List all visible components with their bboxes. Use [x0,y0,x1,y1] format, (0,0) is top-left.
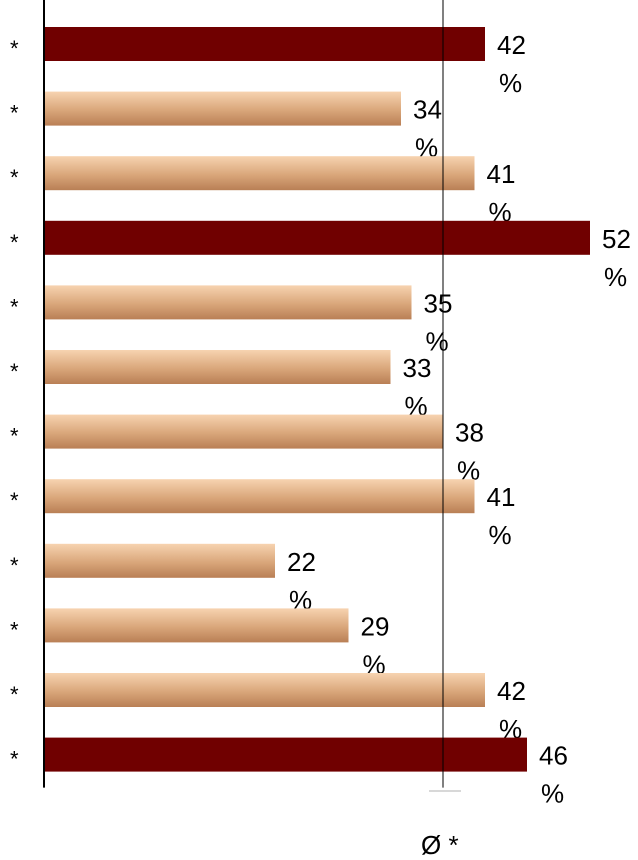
value-label: 22 [287,547,316,577]
bar [44,285,412,320]
value-suffix-label: % [541,779,564,809]
value-label: 42 [497,30,526,60]
value-suffix-label: % [457,456,480,486]
bar [44,91,401,126]
value-label: 52 [602,224,631,254]
category-label: * [10,747,19,772]
category-label: * [10,617,19,642]
value-suffix-label: % [604,262,627,292]
category-label: * [10,553,19,578]
category-label: * [10,36,19,61]
category-label: * [10,294,19,319]
bars-group: * 42% * 34% * 41% * 52% * 35% * 33% * 38% * 41% * 22% * 29%… [10,27,631,809]
value-label: 29 [361,611,390,641]
bar [44,220,590,255]
category-label: * [10,682,19,707]
bar [44,156,475,191]
bar [44,737,527,772]
category-label: * [10,359,19,384]
bar [44,608,349,643]
bar [44,479,475,514]
value-label: 42 [497,676,526,706]
bar [44,27,485,61]
value-label: 35 [424,288,453,318]
average-label: Ø * [421,830,459,860]
value-label: 46 [539,741,568,771]
value-suffix-label: % [426,326,449,356]
value-suffix-label: % [405,391,428,421]
category-label: * [10,101,19,126]
bar [44,673,485,707]
value-label: 41 [487,159,516,189]
value-label: 38 [455,418,484,448]
value-suffix-label: % [489,197,512,227]
value-suffix-label: % [489,520,512,550]
value-suffix-label: % [363,649,386,679]
value-suffix-label: % [415,133,438,163]
bar [44,350,391,384]
category-label: * [10,488,19,513]
value-suffix-label: % [499,68,522,98]
value-label: 34 [413,95,442,125]
category-label: * [10,230,19,255]
category-label: * [10,424,19,449]
value-suffix-label: % [499,714,522,744]
value-label: 41 [487,482,516,512]
category-label: * [10,165,19,190]
bar [44,543,275,578]
bar [44,414,443,449]
value-label: 33 [403,353,432,383]
value-suffix-label: % [289,585,312,615]
